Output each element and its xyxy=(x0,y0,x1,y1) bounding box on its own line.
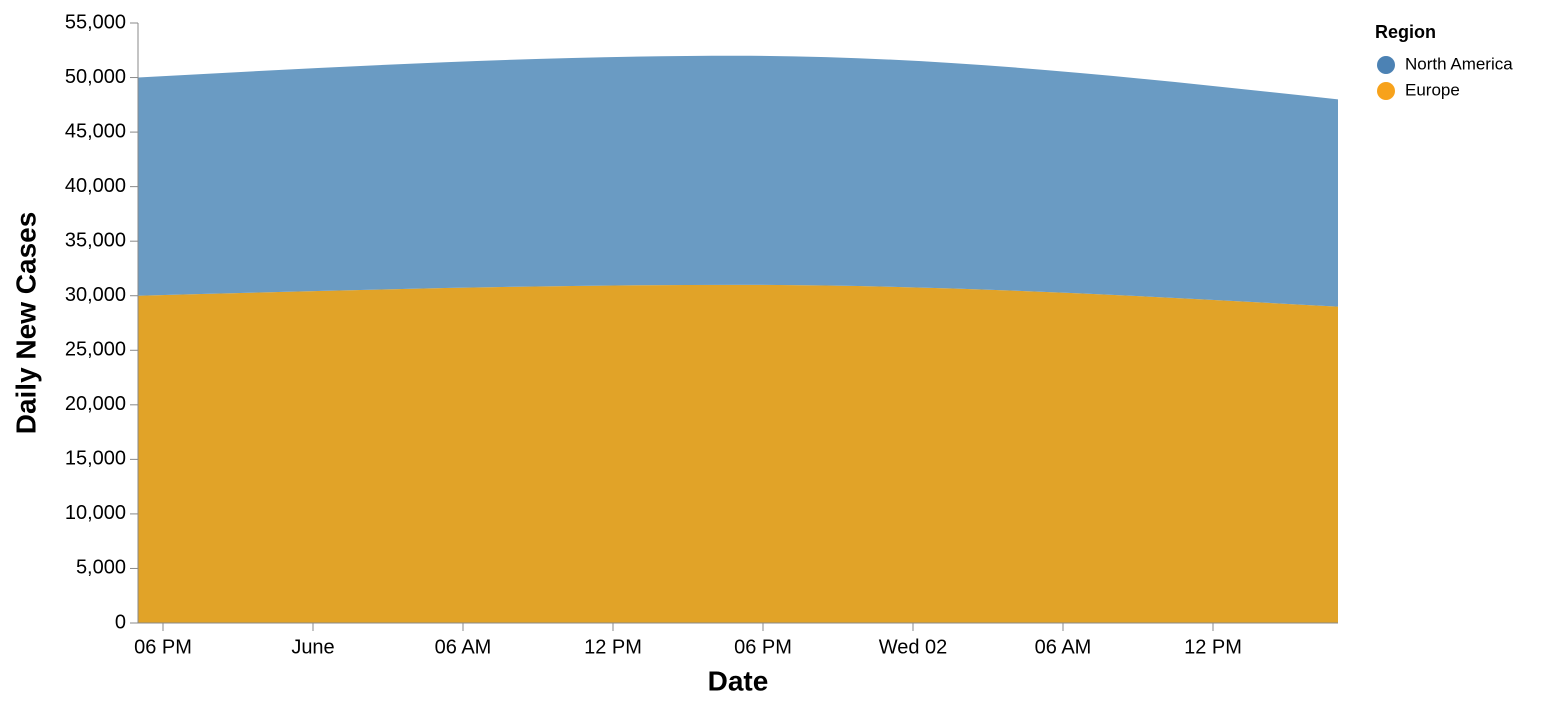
x-tick-label: 06 PM xyxy=(134,636,192,658)
y-tick-label: 55,000 xyxy=(65,11,126,33)
y-tick-label: 20,000 xyxy=(65,393,126,415)
y-tick-label: 15,000 xyxy=(65,448,126,470)
y-tick-label: 25,000 xyxy=(65,339,126,361)
x-tick-label: Wed 02 xyxy=(879,636,948,658)
legend-swatch xyxy=(1377,56,1395,74)
y-tick-label: 0 xyxy=(115,611,126,633)
x-tick-label: 06 AM xyxy=(1035,636,1092,658)
x-tick-label: 06 PM xyxy=(734,636,792,658)
area xyxy=(138,284,1338,623)
legend-label: North America xyxy=(1405,54,1513,73)
y-tick-label: 50,000 xyxy=(65,66,126,88)
axes: 0 5,000 10,000 15,000 20,000 25,000 30,000 35,0… xyxy=(65,11,1338,658)
legend-label: Europe xyxy=(1405,80,1460,99)
y-axis-title: Daily New Cases xyxy=(10,212,41,435)
y-tick-label: 45,000 xyxy=(65,120,126,142)
y-tick-label: 5,000 xyxy=(76,557,126,579)
x-tick-label: 12 PM xyxy=(584,636,642,658)
x-axis-title: Date xyxy=(708,665,769,696)
y-tick-label: 10,000 xyxy=(65,502,126,524)
area xyxy=(138,55,1338,307)
y-tick-label: 35,000 xyxy=(65,229,126,251)
x-tick-label: June xyxy=(291,636,334,658)
x-tick-label: 06 AM xyxy=(435,636,492,658)
plot-area xyxy=(138,55,1338,623)
legend-swatch xyxy=(1377,82,1395,100)
legend: North America Europe xyxy=(1377,54,1513,100)
y-tick-label: 40,000 xyxy=(65,175,126,197)
y-tick-label: 30,000 xyxy=(65,284,126,306)
legend-title: Region xyxy=(1375,22,1436,42)
x-tick-label: 12 PM xyxy=(1184,636,1242,658)
